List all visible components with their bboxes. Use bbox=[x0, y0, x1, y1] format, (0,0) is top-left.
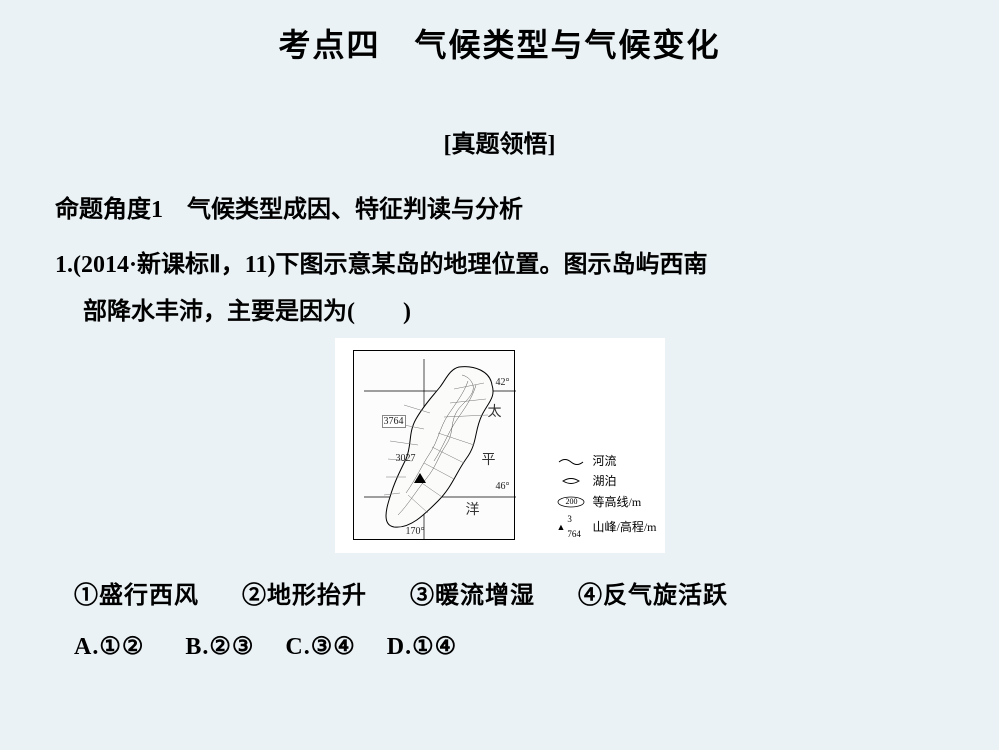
river-icon bbox=[556, 456, 586, 466]
peak-value: 3 764 bbox=[567, 512, 586, 543]
question-line-2: 部降水丰沛，主要是因为( ) bbox=[83, 289, 944, 336]
legend-river-label: 河流 bbox=[592, 451, 616, 471]
map-frame: 3764 3027 42° 46° 170° 太 平 洋 bbox=[353, 350, 515, 540]
choice-d[interactable]: D.①④ bbox=[387, 634, 457, 660]
peak-icon: ▲3 764 bbox=[556, 512, 586, 543]
question-stem: 1.(2014·新课标Ⅱ，11)下图示意某岛的地理位置。图示岛屿西南 部降水丰沛… bbox=[55, 242, 944, 336]
choice-b[interactable]: B.②③ bbox=[185, 634, 254, 660]
legend-contour-label: 等高线/m bbox=[592, 492, 641, 512]
map-figure: 3764 3027 42° 46° 170° 太 平 洋 河流 湖泊 bbox=[335, 338, 665, 553]
lat-42-label: 42° bbox=[496, 377, 510, 388]
lon-170-label: 170° bbox=[406, 526, 425, 537]
factor-3: ③暖流增湿 bbox=[410, 583, 535, 609]
lat-46-label: 46° bbox=[496, 481, 510, 492]
ocean-label-b: 平 bbox=[482, 449, 496, 469]
legend-peak-label: 山峰/高程/m bbox=[592, 517, 656, 537]
map-container: 3764 3027 42° 46° 170° 太 平 洋 河流 湖泊 bbox=[0, 338, 999, 553]
lake-icon bbox=[556, 476, 586, 486]
legend-row-contour: 200 等高线/m bbox=[556, 492, 656, 512]
contour-value: 200 bbox=[565, 495, 577, 509]
legend-row-peak: ▲3 764 山峰/高程/m bbox=[556, 512, 656, 543]
page-title: 考点四 气候类型与气候变化 bbox=[0, 0, 999, 66]
question-line-1: 1.(2014·新课标Ⅱ，11)下图示意某岛的地理位置。图示岛屿西南 bbox=[55, 242, 944, 289]
elev-2-label: 3027 bbox=[396, 453, 416, 464]
choice-a[interactable]: A.①② bbox=[74, 634, 144, 660]
subtitle: [真题领悟] bbox=[0, 124, 999, 159]
legend-row-lake: 湖泊 bbox=[556, 471, 656, 491]
elev-1-label: 3764 bbox=[382, 415, 406, 428]
choice-c[interactable]: C.③④ bbox=[285, 634, 355, 660]
map-legend: 河流 湖泊 200 等高线/m ▲3 764 山峰/高程/m bbox=[556, 451, 656, 543]
legend-row-river: 河流 bbox=[556, 451, 656, 471]
factor-2: ②地形抬升 bbox=[242, 583, 367, 609]
factor-list: ①盛行西风 ②地形抬升 ③暖流增湿 ④反气旋活跃 bbox=[74, 575, 999, 610]
exam-angle: 命题角度1 气候类型成因、特征判读与分析 bbox=[55, 189, 999, 224]
contour-icon: 200 bbox=[556, 496, 586, 508]
legend-lake-label: 湖泊 bbox=[592, 471, 616, 491]
ocean-label-c: 洋 bbox=[466, 499, 480, 519]
choice-list: A.①② B.②③ C.③④ D.①④ bbox=[74, 632, 999, 661]
ocean-label-a: 太 bbox=[488, 401, 502, 421]
factor-4: ④反气旋活跃 bbox=[578, 583, 728, 609]
factor-1: ①盛行西风 bbox=[74, 583, 199, 609]
